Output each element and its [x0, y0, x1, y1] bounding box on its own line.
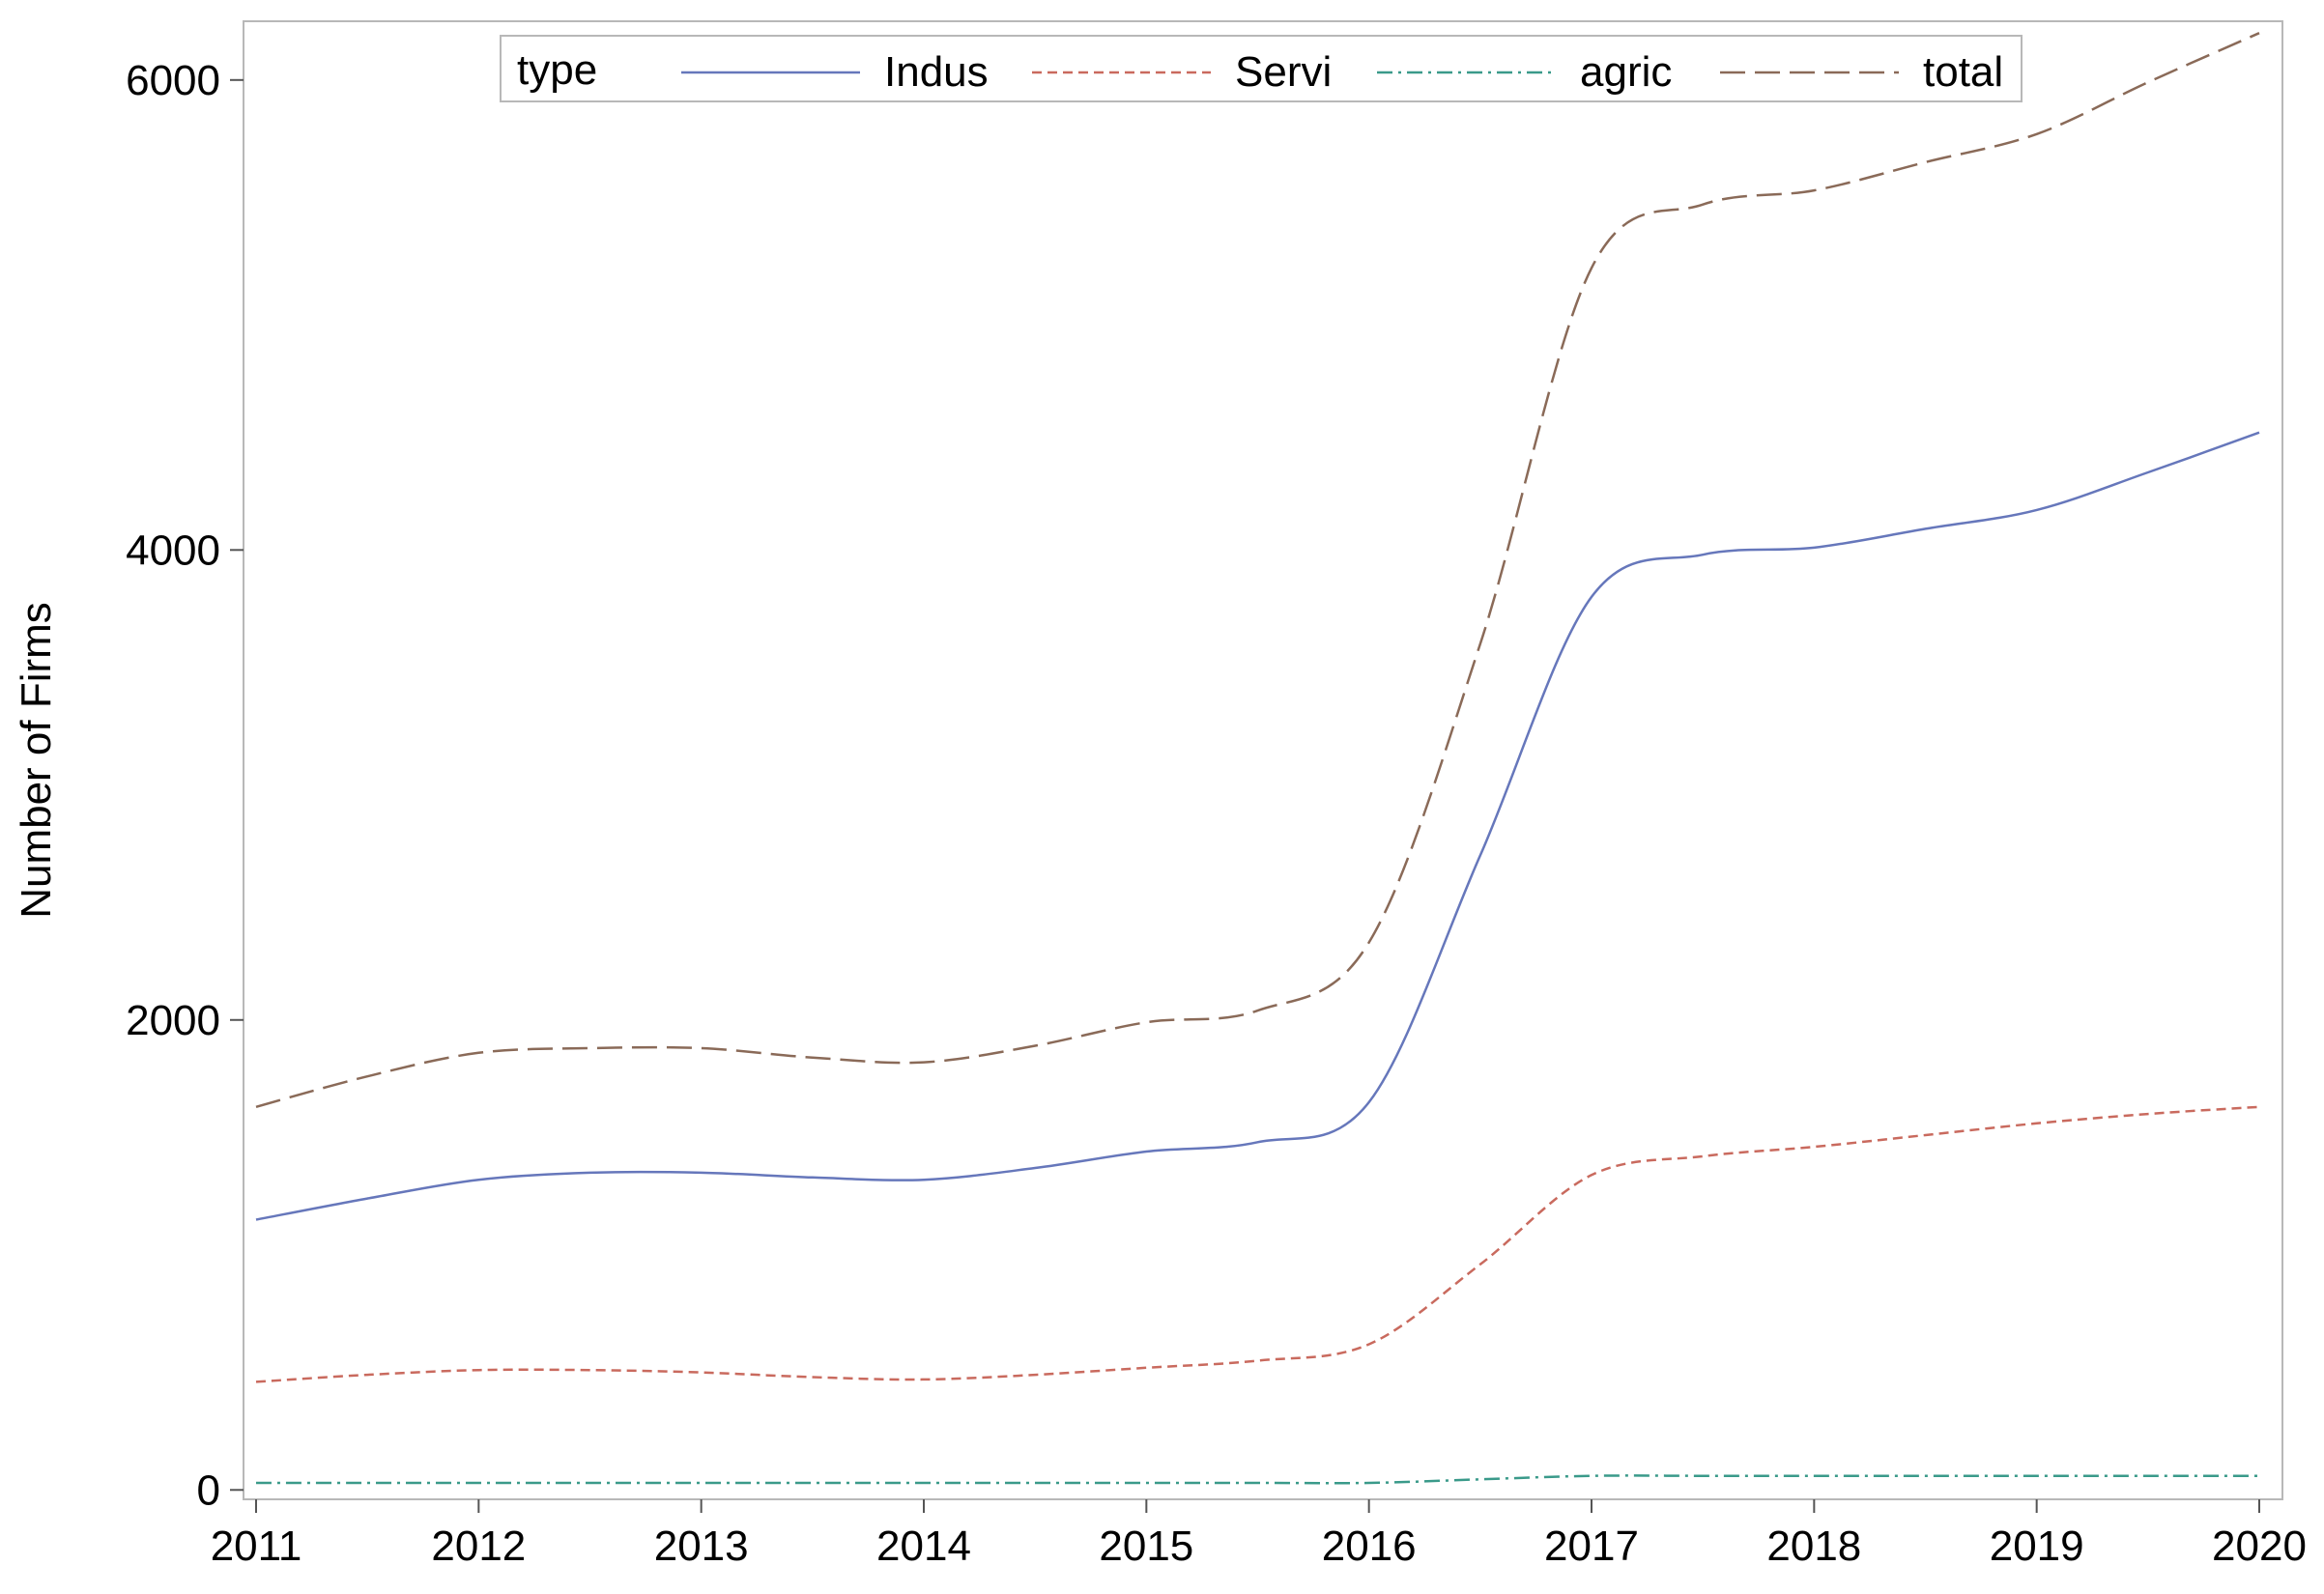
x-tick-label: 2011 [211, 1523, 302, 1570]
plot-frame [243, 20, 2283, 1500]
series-line-total [255, 32, 2260, 1109]
series-line-servi [255, 1105, 2260, 1383]
legend-box [500, 35, 2023, 102]
series-line-agric [255, 1474, 2259, 1485]
legend-label-total: total [1923, 48, 2003, 96]
legend: type Indus Servi agric total [500, 35, 2023, 102]
y-axis: 0 2000 4000 6000 [126, 57, 244, 1514]
y-tick-label: 2000 [126, 997, 220, 1044]
x-tick-label: 2018 [1766, 1523, 1861, 1570]
legend-label-indus: Indus [884, 48, 989, 96]
x-tick-label: 2016 [1322, 1523, 1417, 1570]
series-line-indus [255, 431, 2260, 1221]
x-tick-label: 2017 [1544, 1523, 1639, 1570]
y-axis-title: Number of Firms [13, 602, 60, 919]
x-axis: 2011 2012 2013 2014 2015 2016 2017 2018 2019 2020 [211, 1499, 2307, 1570]
x-tick-label: 2019 [1990, 1523, 2084, 1570]
legend-title: type [517, 46, 597, 94]
legend-label-agric: agric [1580, 48, 1672, 96]
legend-items: Indus Servi agric total [681, 48, 2003, 96]
y-tick-label: 0 [197, 1466, 220, 1514]
x-tick-label: 2015 [1099, 1523, 1193, 1570]
x-tick-label: 2020 [2212, 1523, 2307, 1570]
x-tick-label: 2014 [876, 1523, 971, 1570]
x-tick-label: 2013 [654, 1523, 749, 1570]
y-tick-label: 6000 [126, 57, 220, 104]
x-tick-label: 2012 [431, 1523, 526, 1570]
legend-label-servi: Servi [1235, 48, 1332, 96]
series-layer [255, 32, 2260, 1485]
y-tick-label: 4000 [126, 527, 220, 574]
